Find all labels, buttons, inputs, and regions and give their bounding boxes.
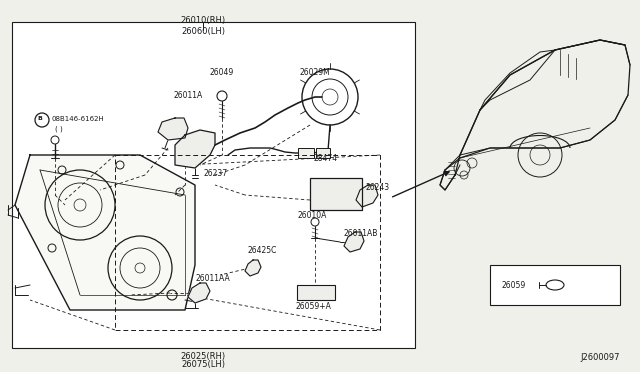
- Polygon shape: [344, 232, 364, 252]
- Text: 26059: 26059: [502, 280, 526, 289]
- Polygon shape: [188, 283, 210, 303]
- Polygon shape: [245, 260, 261, 276]
- Text: 26425C: 26425C: [248, 246, 277, 255]
- Text: 26075(LH): 26075(LH): [181, 360, 225, 369]
- Text: 26029M: 26029M: [300, 68, 331, 77]
- Text: ( ): ( ): [55, 126, 63, 132]
- Bar: [298, 148, 314, 158]
- Polygon shape: [175, 130, 215, 168]
- Text: 26237: 26237: [203, 169, 227, 177]
- Text: 08B146-6162H: 08B146-6162H: [51, 116, 104, 122]
- Polygon shape: [158, 118, 188, 140]
- Text: 26010A: 26010A: [297, 211, 326, 219]
- Bar: [490, 265, 620, 305]
- Text: 26060(LH): 26060(LH): [181, 27, 225, 36]
- Text: J2600097: J2600097: [580, 353, 620, 362]
- Polygon shape: [356, 185, 378, 207]
- Text: 26025(RH): 26025(RH): [180, 352, 225, 361]
- Text: 26243: 26243: [366, 183, 390, 192]
- Text: 26011A: 26011A: [173, 91, 202, 100]
- Text: 26049: 26049: [210, 68, 234, 77]
- Bar: [310, 178, 362, 210]
- Text: 28474: 28474: [313, 154, 337, 163]
- Text: B: B: [38, 116, 42, 122]
- Bar: [297, 285, 335, 300]
- Bar: [12, 22, 415, 348]
- Bar: [316, 148, 330, 158]
- Text: 26010(RH): 26010(RH): [180, 16, 225, 25]
- Text: 26011AA: 26011AA: [195, 274, 230, 283]
- Text: 26011AB: 26011AB: [343, 228, 378, 237]
- Polygon shape: [15, 155, 195, 310]
- Text: 26059+A: 26059+A: [295, 302, 331, 311]
- Bar: [115, 155, 380, 330]
